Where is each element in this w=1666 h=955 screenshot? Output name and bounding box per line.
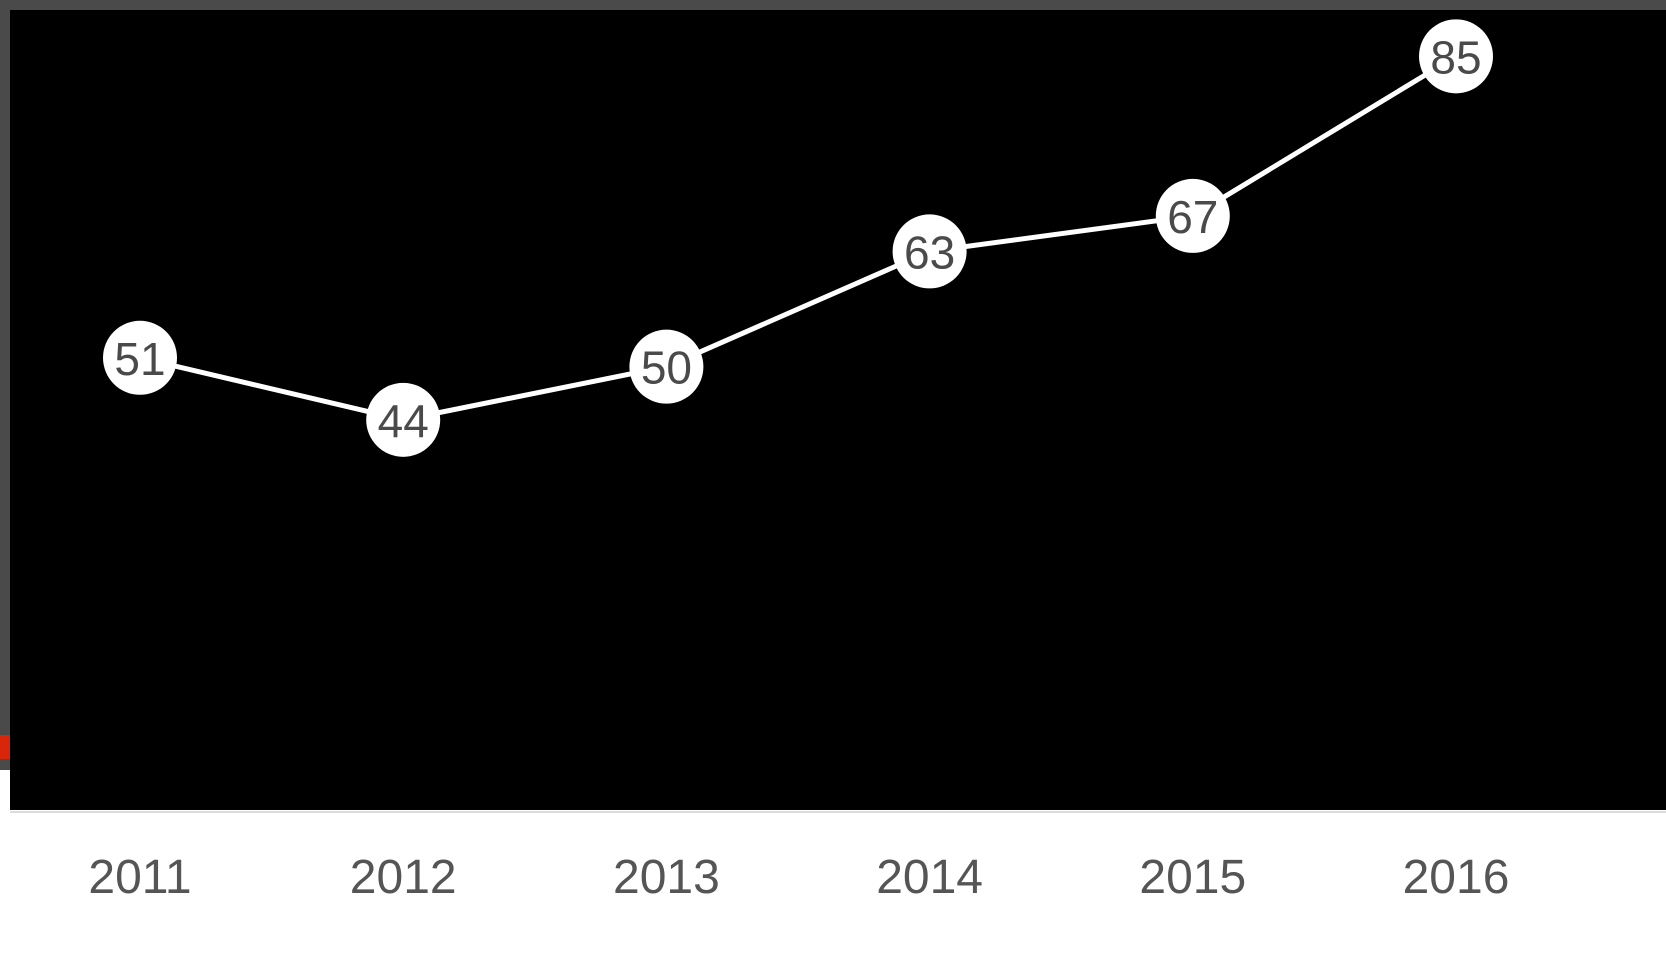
accent-tab [0,735,10,759]
data-point-label: 63 [904,226,955,278]
data-point-label: 85 [1430,31,1481,83]
left-frame-bar [0,0,10,770]
plot-background [10,10,1666,810]
series-line-segment [400,364,669,423]
data-point-marker [892,214,967,289]
series-line-segment [663,248,933,370]
data-point-label: 50 [641,342,692,394]
x-tick-label: 2013 [613,851,720,904]
data-point-label: 67 [1167,191,1218,243]
gridlines [100,10,1626,723]
x-tick-label: 2014 [876,851,983,904]
x-tick-label: 2012 [350,851,457,904]
x-tick-label: 2011 [88,851,191,904]
series-line-segment [137,355,406,423]
data-point-marker [1155,178,1230,253]
series-line-segment [927,213,1196,254]
data-points: 51 44 50 63 67 85 [103,19,1493,457]
series-line-segment [1190,53,1459,219]
data-point-label: 44 [378,395,429,447]
data-point-marker [629,329,704,404]
x-tick-label: 2015 [1139,851,1246,904]
data-point-label: 51 [114,333,165,385]
data-point-marker [103,320,177,395]
data-point-marker [1419,19,1493,94]
top-frame-bar [0,0,1666,12]
x-tick-label: 2016 [1403,851,1510,904]
data-point-marker [366,382,441,457]
series-lines [137,53,1459,423]
x-axis-tick-labels: 2011 2012 2013 2014 2015 2016 [88,851,1509,904]
